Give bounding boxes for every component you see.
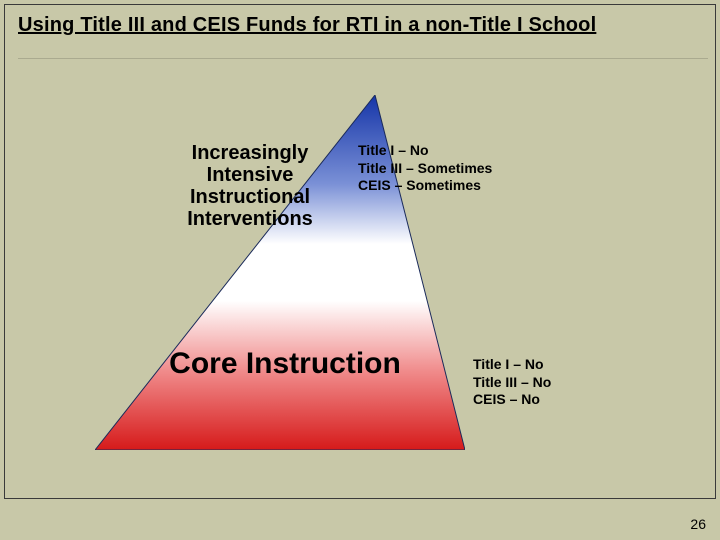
pyramid-top-label: Increasingly Intensive Instructional Int… (155, 142, 345, 230)
slide-title: Using Title III and CEIS Funds for RTI i… (18, 14, 596, 36)
funding-bottom-block: Title I – No Title III – No CEIS – No (473, 356, 551, 409)
funding-top-line1: Title I – No (358, 142, 492, 160)
funding-bottom-line3: CEIS – No (473, 391, 551, 409)
funding-bottom-line2: Title III – No (473, 374, 551, 392)
funding-bottom-line1: Title I – No (473, 356, 551, 374)
funding-top-line2: Title III – Sometimes (358, 160, 492, 178)
funding-top-line3: CEIS – Sometimes (358, 177, 492, 195)
page-number: 26 (690, 516, 706, 532)
funding-top-block: Title I – No Title III – Sometimes CEIS … (358, 142, 492, 195)
title-container: Using Title III and CEIS Funds for RTI i… (18, 14, 708, 59)
pyramid-bottom-label: Core Instruction (155, 348, 415, 380)
